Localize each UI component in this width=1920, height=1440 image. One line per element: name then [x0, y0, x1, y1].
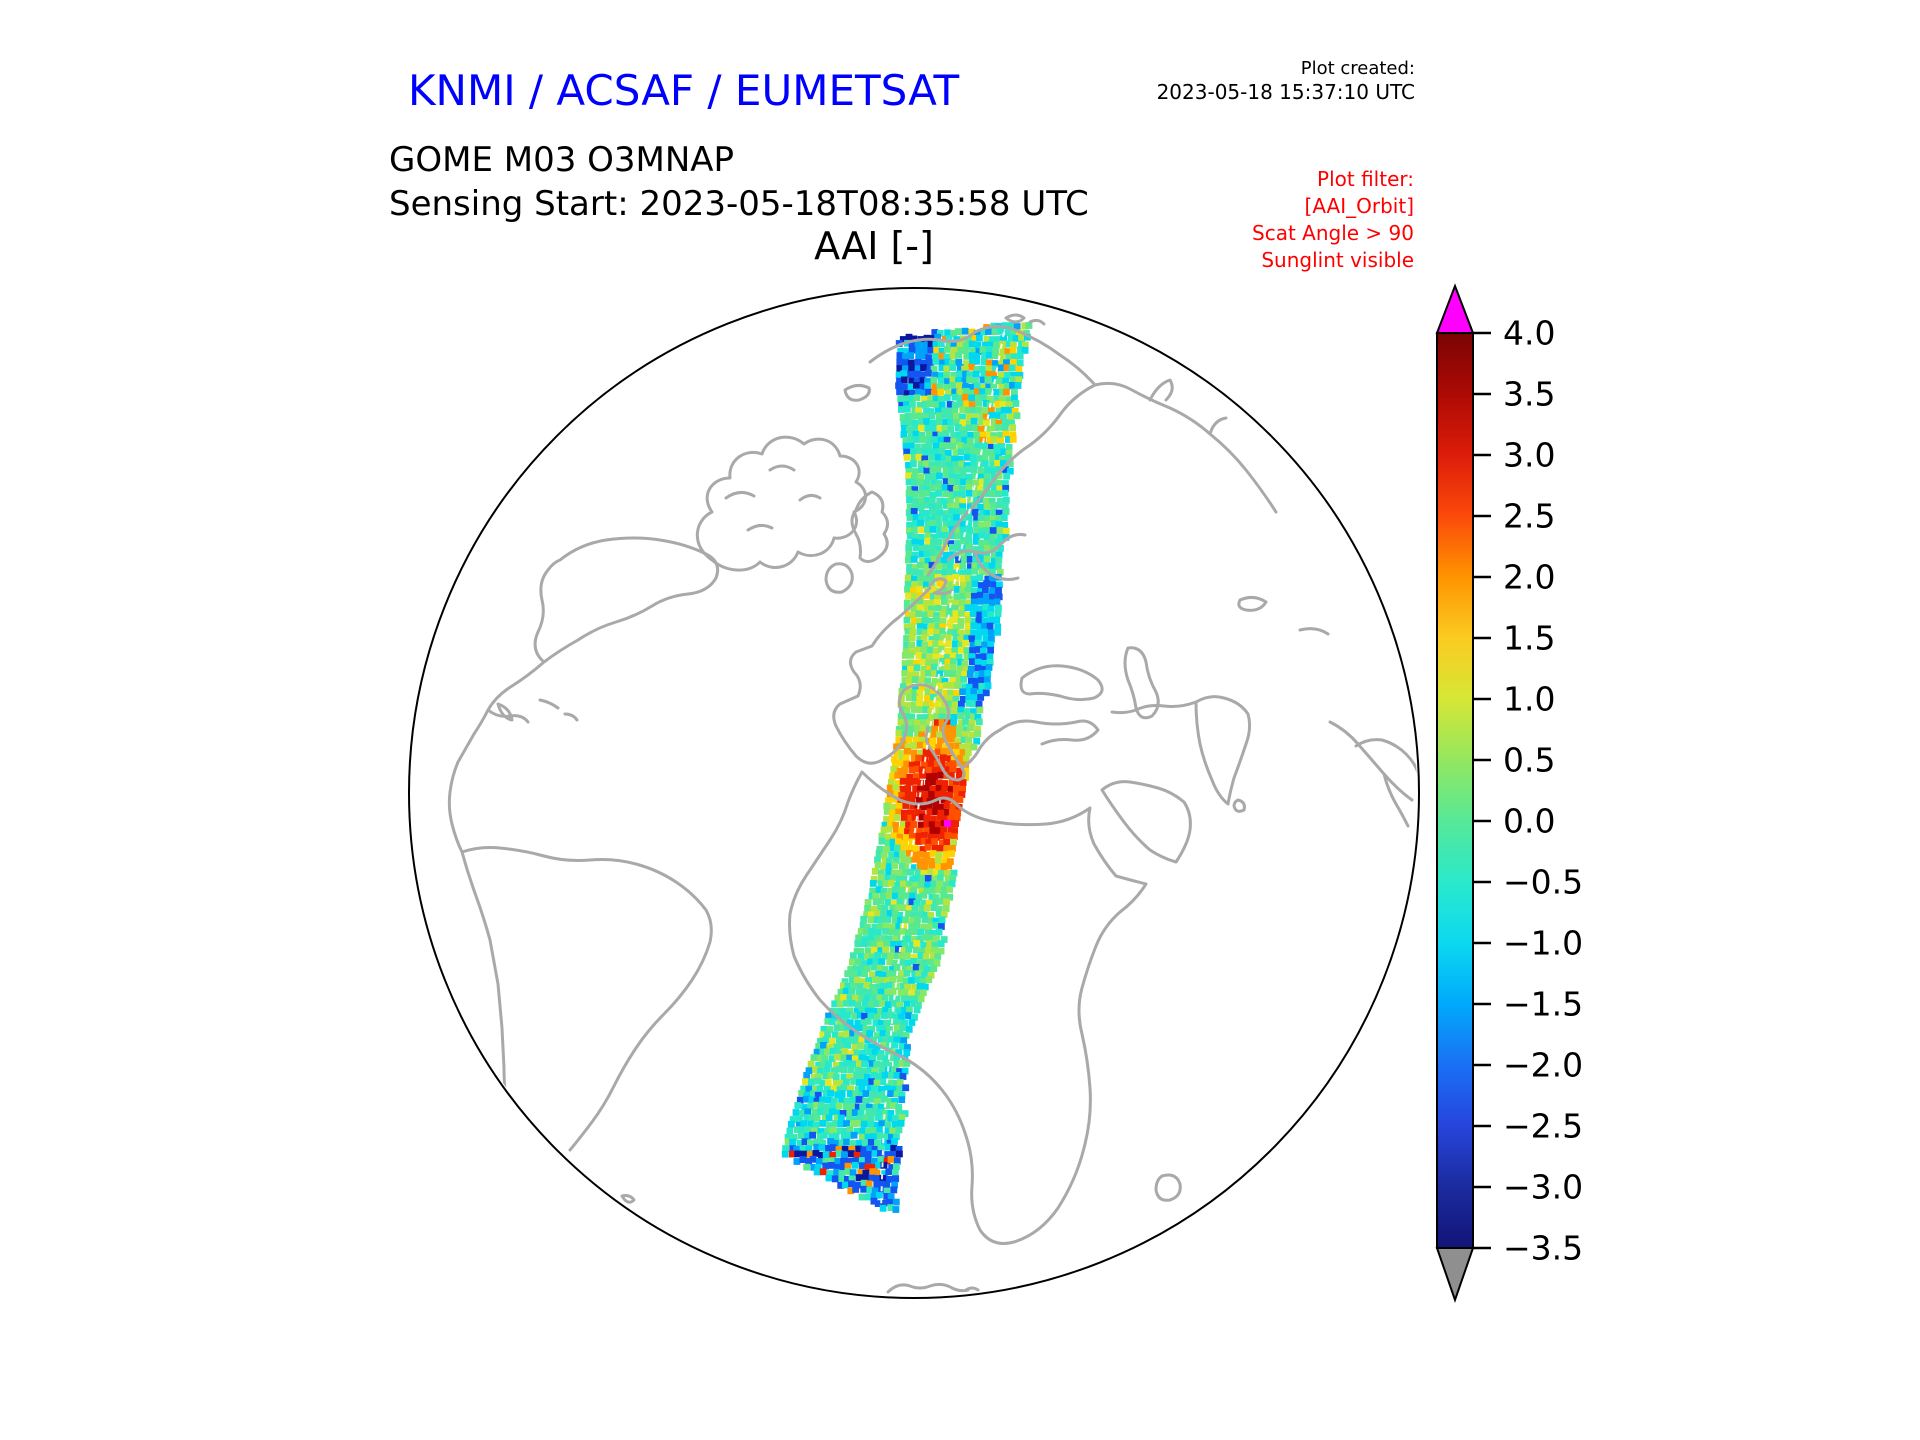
plot-created-value: 2023-05-18 15:37:10 UTC: [1156, 80, 1415, 104]
colorbar-tick-label: 3.5: [1503, 375, 1555, 414]
coastline-arctic: [868, 325, 1097, 387]
colorbar: 4.0 3.5 3.0 2.5 2.0 1.5 1.0 0.5 0.0 −0.5 −1.0 −1.5 −…: [1435, 283, 1583, 1304]
coastline-antarctica: [886, 1282, 980, 1294]
colorbar-tick-label: 2.5: [1503, 497, 1555, 536]
plot-created-label: Plot created:: [1300, 58, 1415, 79]
coastline-south-america: [460, 846, 713, 1204]
coastline-arabia: [1100, 780, 1192, 864]
coastline-britain: [850, 490, 889, 563]
globe-outline: [408, 287, 1420, 1299]
coastline-iceland: [843, 383, 871, 402]
product-title: GOME M03 O3MNAP: [389, 140, 735, 180]
plot-filter-line: Scat Angle > 90: [1252, 221, 1414, 245]
plot-filter-line: Sunglint visible: [1261, 248, 1414, 272]
coastline-europe: [832, 586, 932, 765]
colorbar-tick-label: −0.5: [1503, 863, 1583, 902]
plot-created: Plot created: 2023-05-18 15:37:10 UTC: [1157, 58, 1415, 104]
colorbar-tick-label: −1.0: [1503, 924, 1583, 963]
coastline-mediterranean-north: [902, 683, 1100, 782]
colorbar-tick-label: 0.0: [1503, 802, 1555, 841]
colorbar-tick-label: 2.0: [1503, 558, 1555, 597]
sensing-start: Sensing Start: 2023-05-18T08:35:58 UTC: [389, 184, 1089, 224]
colorbar-ticks: 4.0 3.5 3.0 2.5 2.0 1.5 1.0 0.5 0.0 −0.5 −1.0 −1.5 −…: [1473, 314, 1583, 1268]
colorbar-tick-label: −3.0: [1503, 1168, 1583, 1207]
coastline-caspian-sea: [1123, 646, 1160, 720]
coastline-greenland: [695, 435, 867, 572]
coastline-madagascar: [1154, 1173, 1182, 1202]
coastline-black-sea: [1019, 664, 1104, 702]
colorbar-tick-label: 3.0: [1503, 436, 1555, 475]
colorbar-under-arrow: [1435, 1247, 1475, 1304]
subsatellite-track-line: [880, 331, 1005, 1209]
coastline-africa: [788, 770, 1148, 1245]
map-title: AAI [-]: [814, 224, 934, 268]
coastline-russia: [1093, 378, 1278, 514]
colorbar-tick-label: −2.0: [1503, 1046, 1583, 1085]
coastline-se-asia: [1328, 720, 1417, 828]
plot-filter-note: Plot filter: [AAI_Orbit] Scat Angle > 90 Su…: [1252, 166, 1414, 274]
coastline-svalbard-icon: [1004, 313, 1046, 326]
colorbar-tick-label: 0.5: [1503, 741, 1555, 780]
colorbar-gradient: [1436, 332, 1474, 1249]
colorbar-tick-label: −1.5: [1503, 985, 1583, 1024]
colorbar-tick-label: −3.5: [1503, 1229, 1583, 1268]
coastline-north-america: [447, 536, 720, 854]
colorbar-tick-label: −2.5: [1503, 1107, 1583, 1146]
coastline-ireland: [824, 562, 854, 594]
plot-filter-line: Plot filter:: [1317, 167, 1414, 191]
colorbar-tick-label: 1.0: [1503, 680, 1555, 719]
coastline-central-asia: [1237, 595, 1330, 636]
plot-filter-line: [AAI_Orbit]: [1304, 194, 1414, 218]
colorbar-tick-label: 1.5: [1503, 619, 1555, 658]
colorbar-over-arrow: [1435, 283, 1475, 334]
page-title: KNMI / ACSAF / EUMETSAT: [408, 66, 960, 115]
coastline-scandinavia: [926, 383, 1097, 596]
coastlines: [447, 313, 1417, 1294]
coastline-india: [1110, 695, 1252, 813]
colorbar-tick-label: 4.0: [1503, 314, 1555, 353]
